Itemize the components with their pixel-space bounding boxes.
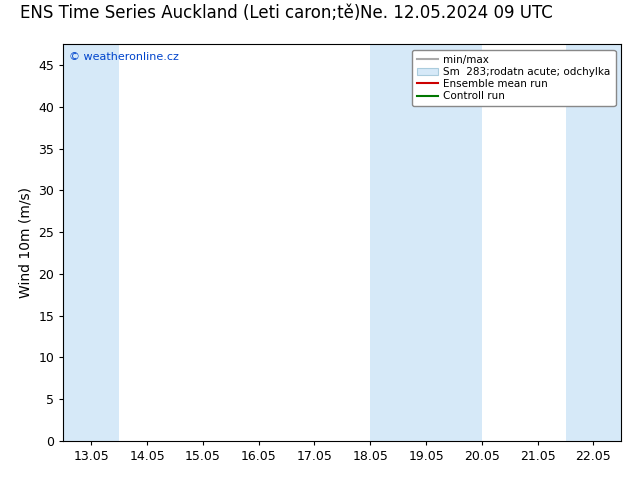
Text: Ne. 12.05.2024 09 UTC: Ne. 12.05.2024 09 UTC bbox=[360, 4, 553, 22]
Bar bbox=[370, 44, 426, 441]
Bar bbox=[426, 44, 482, 441]
Text: ENS Time Series Auckland (Leti caron;tě): ENS Time Series Auckland (Leti caron;tě) bbox=[20, 4, 360, 22]
Bar bbox=[566, 44, 621, 441]
Legend: min/max, Sm  283;rodatn acute; odchylka, Ensemble mean run, Controll run: min/max, Sm 283;rodatn acute; odchylka, … bbox=[412, 49, 616, 106]
Bar bbox=[63, 44, 119, 441]
Y-axis label: Wind 10m (m/s): Wind 10m (m/s) bbox=[19, 187, 33, 298]
Text: © weatheronline.cz: © weatheronline.cz bbox=[69, 52, 179, 62]
